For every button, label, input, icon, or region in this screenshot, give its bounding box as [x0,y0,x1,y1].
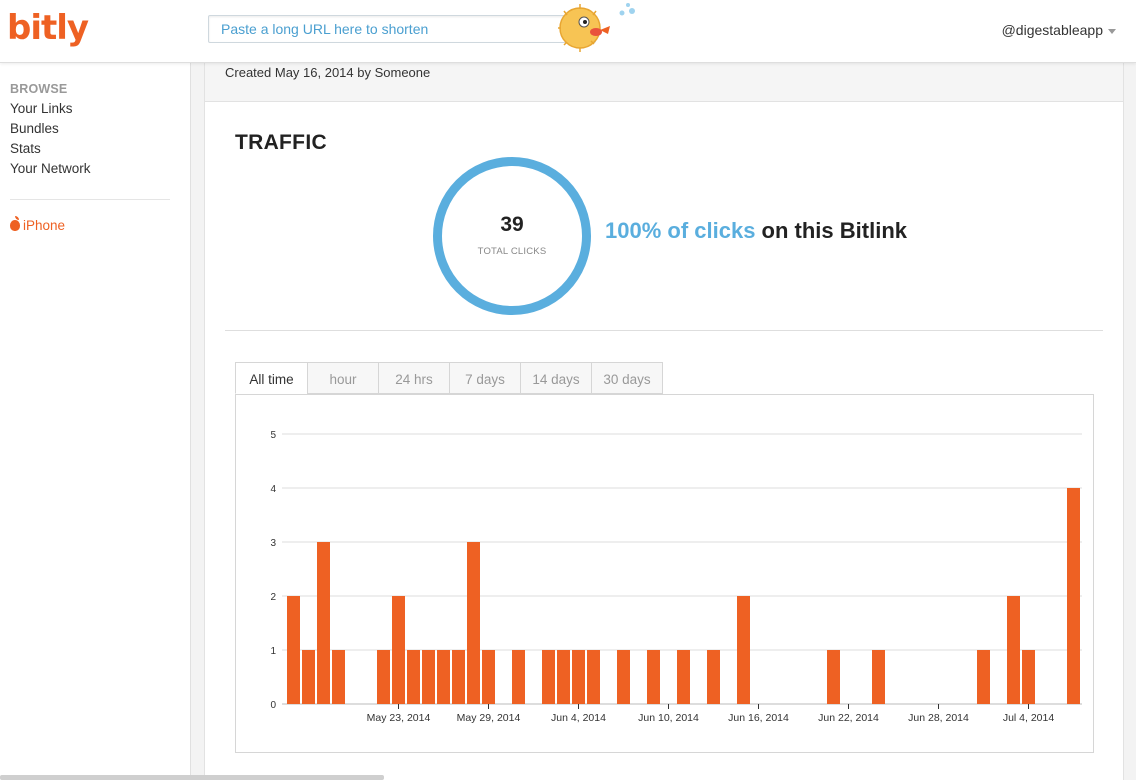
chart-bar[interactable] [332,650,345,704]
tab-14-days[interactable]: 14 days [520,362,591,394]
x-tick-label: Jun 4, 2014 [551,712,606,724]
tab-hour[interactable]: hour [307,362,378,394]
x-tick-label: Jul 4, 2014 [1003,712,1055,724]
username: @digestableapp [1001,22,1103,38]
chart-bar[interactable] [302,650,315,704]
chart-bar[interactable] [1067,488,1080,704]
tab-all-time[interactable]: All time [235,362,307,394]
traffic-title: TRAFFIC [235,131,327,154]
iphone-label: iPhone [23,218,66,233]
chart-bar[interactable] [407,650,420,704]
chart-bar[interactable] [452,650,465,704]
y-tick-label: 1 [270,646,276,657]
y-tick-label: 5 [270,430,276,441]
sidebar-item-bundles[interactable]: Bundles [10,121,59,136]
y-tick-label: 4 [270,484,276,495]
y-tick-label: 0 [270,700,276,711]
x-tick-label: Jun 10, 2014 [638,712,699,724]
chart-bar[interactable] [422,650,435,704]
total-clicks-ring: 39 TOTAL CLICKS [433,157,591,315]
chart-bar[interactable] [1022,650,1035,704]
top-bar: bitly @digestableapp [0,0,1136,63]
sidebar-item-stats[interactable]: Stats [10,141,41,156]
section-divider [225,330,1103,331]
created-bar: Created May 16, 2014 by Someone [205,63,1123,102]
y-tick-label: 3 [270,538,276,549]
chart-bar[interactable] [392,596,405,704]
x-tick-label: Jun 22, 2014 [818,712,879,724]
chart-bar[interactable] [827,650,840,704]
chart-bar[interactable] [737,596,750,704]
traffic-chart: 0 1 2 3 4 5 May 23, 2014 May 29, 2014 Jun 4, 201… [235,394,1094,753]
chart-bar[interactable] [437,650,450,704]
bitly-logo[interactable]: bitly [7,8,89,48]
sidebar-heading: BROWSE [10,82,68,96]
chart-bar[interactable] [587,650,600,704]
chart-bar[interactable] [542,650,555,704]
x-tick-label: May 23, 2014 [367,712,431,724]
chart-bar[interactable] [572,650,585,704]
chart-bar[interactable] [677,650,690,704]
tab-30-days[interactable]: 30 days [591,362,663,394]
chart-bar[interactable] [467,542,480,704]
chart-bar[interactable] [377,650,390,704]
main-panel: Created May 16, 2014 by Someone TRAFFIC … [204,63,1124,780]
chart-bar[interactable] [617,650,630,704]
chart-bar[interactable] [647,650,660,704]
chevron-down-icon [1108,28,1116,34]
chart-bar[interactable] [707,650,720,704]
x-tick-label: Jun 28, 2014 [908,712,969,724]
clicks-percentage-text: 100% of clicks on this Bitlink [605,218,907,244]
tab-7-days[interactable]: 7 days [449,362,520,394]
total-clicks-label: TOTAL CLICKS [477,246,547,257]
chart-bar[interactable] [287,596,300,704]
user-menu[interactable]: @digestableapp [1002,22,1116,38]
clicks-percentage-rest: on this Bitlink [755,218,907,243]
chart-bar[interactable] [317,542,330,704]
chart-bar[interactable] [557,650,570,704]
x-tick-label: May 29, 2014 [457,712,521,724]
chart-bar[interactable] [512,650,525,704]
clicks-percentage-highlight: 100% of clicks [605,218,756,243]
shorten-url-input[interactable] [208,15,596,43]
apple-icon [10,216,20,231]
sidebar-item-your-links[interactable]: Your Links [10,101,73,116]
chart-bar[interactable] [1007,596,1020,704]
x-tick-label: Jun 16, 2014 [728,712,789,724]
sidebar-item-your-network[interactable]: Your Network [10,161,91,176]
total-clicks-value: 39 [500,213,524,236]
traffic-bar-chart: 0 1 2 3 4 5 May 23, 2014 May 29, 2014 Jun 4, 201… [270,430,1082,724]
chart-bar[interactable] [872,650,885,704]
y-tick-label: 2 [270,592,276,603]
chart-bar[interactable] [482,650,495,704]
sidebar: BROWSE Your Links Bundles Stats Your Net… [0,63,191,780]
pufferfish-mascot-icon [558,3,635,52]
created-info: Created May 16, 2014 by Someone [225,65,431,80]
chart-bar[interactable] [977,650,990,704]
tab-24-hrs[interactable]: 24 hrs [378,362,449,394]
horizontal-scrollbar[interactable] [0,775,384,780]
sidebar-item-iphone[interactable]: iPhone [10,216,66,233]
sidebar-divider [10,199,170,200]
